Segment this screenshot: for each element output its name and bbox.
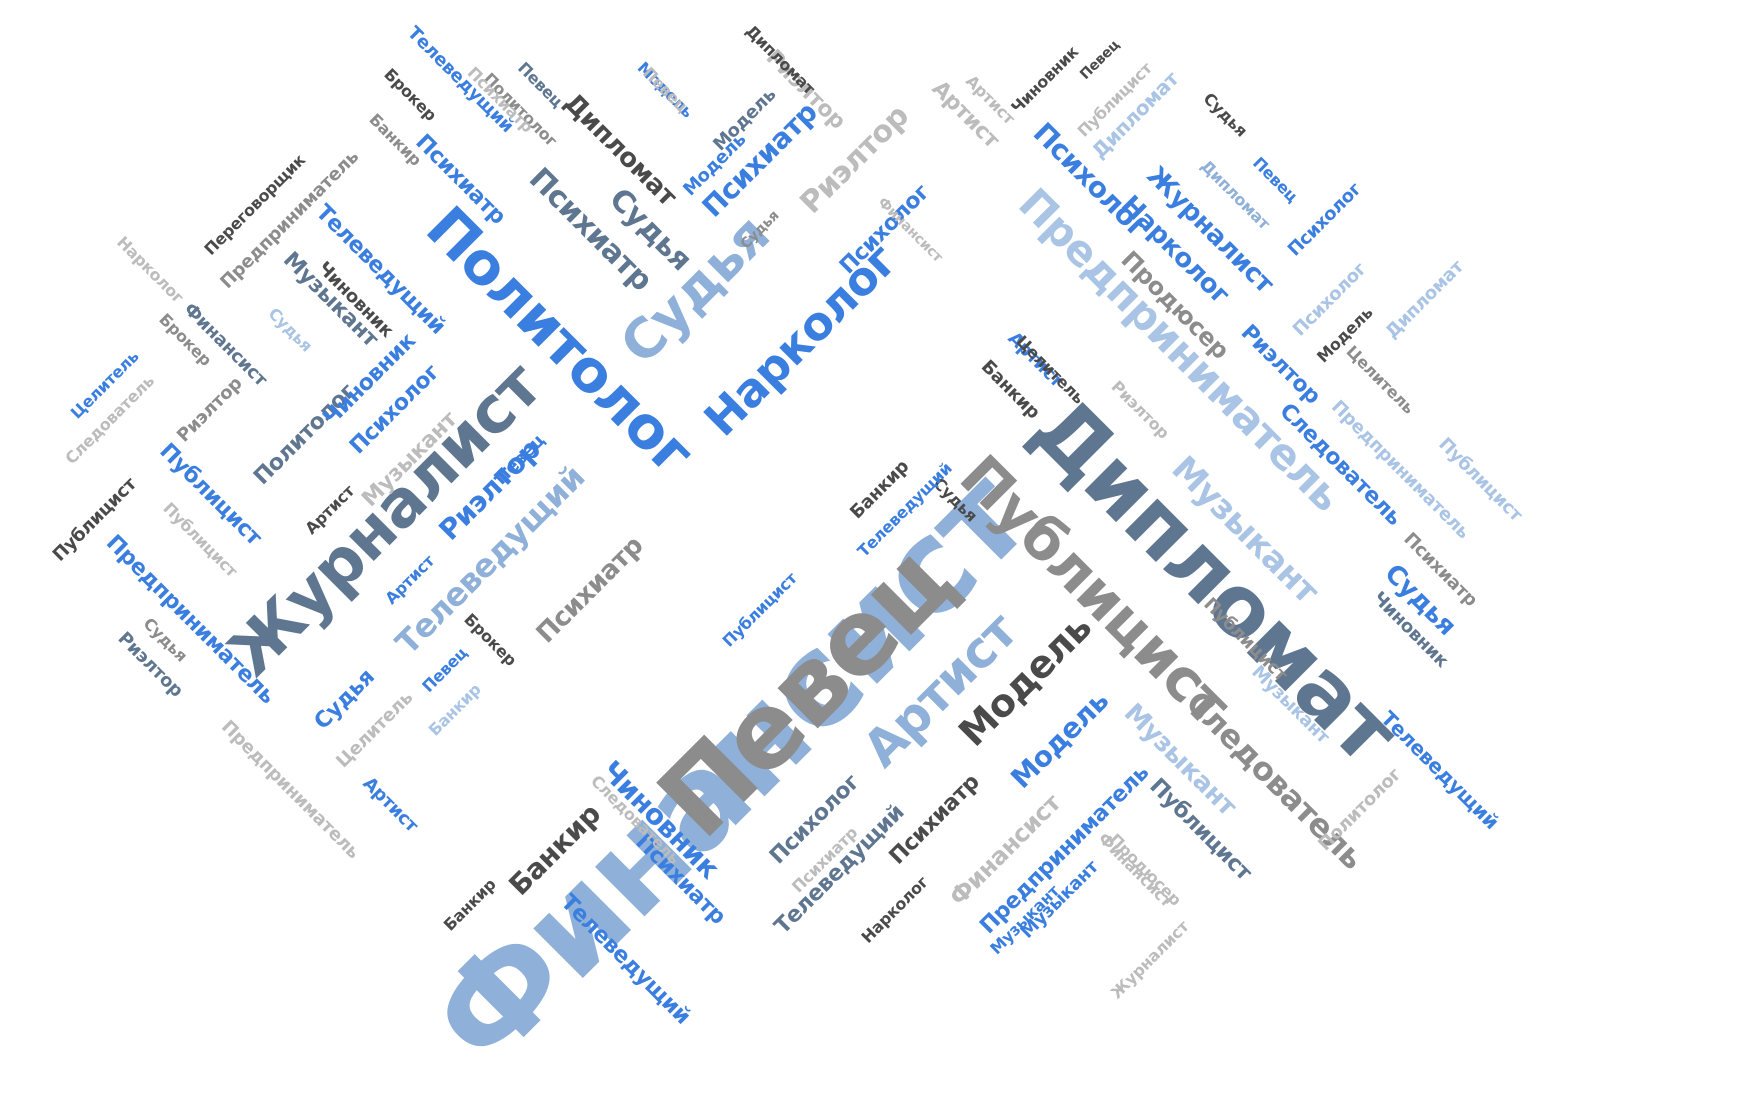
word-cloud-word: Дипломат [741, 21, 819, 99]
word-cloud-word: Артист [358, 772, 423, 837]
word-cloud-word: Нарколог [857, 872, 932, 947]
word-cloud-word: Предприниматель [217, 716, 364, 863]
word-cloud-word: Нарколог [113, 232, 188, 307]
word-cloud-word: Певец [639, 63, 692, 116]
word-cloud-word: Брокер [460, 609, 521, 670]
word-cloud-word: Публицист [154, 438, 267, 551]
word-cloud-word: Певец [1077, 37, 1123, 83]
word-cloud-word: Певец [1249, 153, 1302, 206]
word-cloud-word: Чиновник [1007, 42, 1083, 118]
word-cloud-word: Журналист [1106, 916, 1193, 1003]
word-cloud-word: Психиатр [530, 530, 650, 650]
word-cloud-word: Банкир [365, 109, 426, 170]
word-cloud-word: Брокер [380, 64, 441, 125]
word-cloud-word: Дипломат [1381, 256, 1468, 343]
word-cloud-word: Целитель [1342, 341, 1419, 418]
word-cloud-word: Финансист [1094, 828, 1177, 911]
word-cloud-word: Риэлтор [172, 372, 247, 447]
word-cloud-word: Судья [1199, 88, 1252, 141]
word-cloud-word: Судья [264, 303, 317, 356]
